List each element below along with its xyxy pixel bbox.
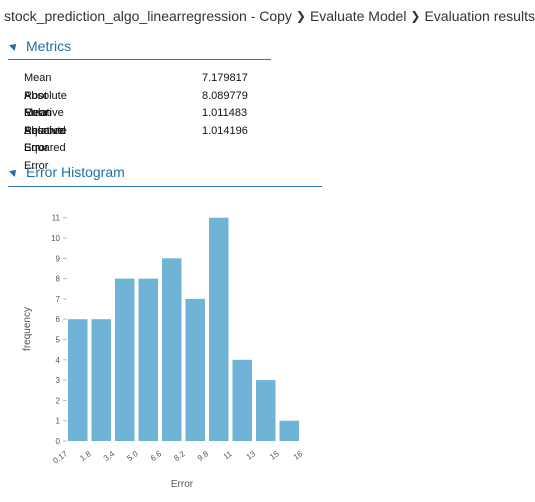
y-tick-label: 7 xyxy=(56,295,61,304)
y-tick-label: 1 xyxy=(56,417,61,426)
x-tick-label: 16 xyxy=(292,449,305,462)
x-tick-label: 13 xyxy=(245,449,258,462)
y-tick-label: 11 xyxy=(52,214,61,223)
y-tick-label: 2 xyxy=(56,396,61,405)
breadcrumb: stock_prediction_algo_linearregression -… xyxy=(4,6,535,26)
breadcrumb-item-module[interactable]: Evaluate Model xyxy=(309,8,407,24)
y-tick-label: 3 xyxy=(56,376,61,385)
y-tick-label: 10 xyxy=(51,234,60,243)
histogram-bar xyxy=(279,420,299,441)
metrics-divider xyxy=(8,59,271,60)
x-tick-label: 3.4 xyxy=(102,449,117,463)
metric-label: Relative Squared Error xyxy=(24,124,66,172)
metric-value: 1.011483 xyxy=(202,107,248,119)
histogram-bar xyxy=(209,217,229,441)
y-tick-label: 8 xyxy=(56,275,61,284)
error-histogram-chart: 0 1 2 3 4 5 6 7 8 9 10 11 0.17 1.8 3.4 5.0 6.6 8.2 9.8 11 13… xyxy=(22,214,305,490)
x-tick-label: 0.17 xyxy=(51,449,69,466)
histogram-divider xyxy=(8,186,322,187)
x-tick-label: 11 xyxy=(222,449,234,461)
x-tick-label: 9.8 xyxy=(196,449,211,463)
histogram-title: Error Histogram xyxy=(26,164,125,180)
metric-value: 1.014196 xyxy=(202,124,248,137)
x-axis-label: Error xyxy=(171,479,194,490)
histogram-bar xyxy=(162,258,182,441)
y-axis-label: frequency xyxy=(22,307,33,351)
collapse-caret-icon[interactable] xyxy=(9,167,19,177)
y-tick-label: 6 xyxy=(56,315,61,324)
metric-label: Root Mean Squared Error xyxy=(24,89,66,155)
histogram-bar xyxy=(138,278,158,441)
x-tick-label: 5.0 xyxy=(125,449,140,463)
y-tick-label: 5 xyxy=(56,336,61,345)
y-tick-label: 9 xyxy=(56,254,61,263)
chevron-right-icon: ❯ xyxy=(295,9,306,23)
metrics-section-header[interactable]: Metrics xyxy=(8,36,71,56)
histogram-bar xyxy=(256,380,276,441)
histogram-bar xyxy=(68,319,88,441)
x-tick-label: 6.6 xyxy=(149,449,164,463)
histogram-section-header[interactable]: Error Histogram xyxy=(8,162,125,182)
metric-value: 7.179817 xyxy=(202,72,248,84)
x-tick-label: 1.8 xyxy=(78,449,93,463)
x-tick-label: 8.2 xyxy=(172,449,187,463)
histogram-bar xyxy=(232,359,252,441)
y-tick-label: 4 xyxy=(56,356,61,365)
collapse-caret-icon[interactable] xyxy=(9,41,19,51)
metric-label: Relative Absolute Error xyxy=(24,107,67,154)
breadcrumb-item-current: Evaluation results xyxy=(424,8,535,24)
metric-label: Mean Absolute Error xyxy=(24,72,67,119)
breadcrumb-item-experiment[interactable]: stock_prediction_algo_linearregression -… xyxy=(4,8,292,24)
y-tick-label: 0 xyxy=(56,437,61,446)
histogram-bar xyxy=(91,319,111,441)
metric-value: 8.089779 xyxy=(202,89,248,102)
histogram-bar xyxy=(115,278,135,441)
chevron-right-icon: ❯ xyxy=(410,9,421,23)
histogram-bar xyxy=(185,298,205,441)
x-tick-label: 15 xyxy=(268,449,281,462)
metrics-title: Metrics xyxy=(26,38,72,54)
